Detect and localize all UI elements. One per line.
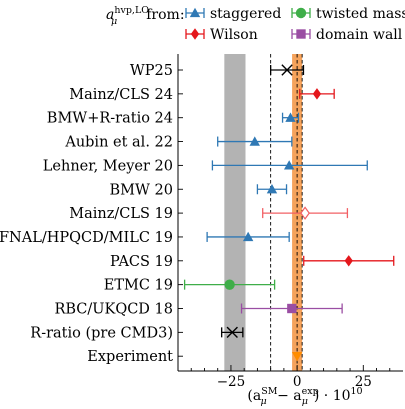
marker-x [226, 326, 238, 339]
legend-prefix-sub: μ [111, 16, 117, 27]
x-label-mult: ) · 10 [314, 388, 351, 404]
marker-triangle [242, 231, 254, 242]
data-point [240, 303, 343, 314]
x-label-sup2: exp [302, 386, 319, 397]
x-label-sub1: μ [260, 396, 266, 407]
data-point [256, 184, 288, 195]
x-label-sub2: μ [302, 396, 308, 407]
data-point [262, 206, 349, 220]
data-point [206, 231, 290, 242]
x-tick-label: −25 [217, 374, 246, 390]
data-point [291, 352, 303, 362]
legend-marker-diamond [190, 28, 200, 40]
x-tick-label: 25 [355, 374, 372, 390]
marker-triangle-down [291, 352, 303, 362]
marker-x [281, 64, 293, 76]
data-point [299, 88, 335, 100]
category-label: BMW 20 [110, 182, 173, 198]
legend-label: domain wall [316, 27, 403, 43]
legend-label: staggered [210, 6, 281, 22]
legend-entry: twisted mass [291, 6, 405, 22]
x-label-open: (a [247, 388, 261, 404]
legend-prefix-sup: hvp,LO [114, 5, 149, 16]
x-label-exp: 10 [351, 386, 363, 397]
category-label: Experiment [87, 349, 173, 365]
category-label: R-ratio (pre CMD3) [30, 325, 173, 341]
marker-square [287, 303, 297, 314]
band-0 [224, 54, 246, 371]
legend-prefix-base: a [106, 7, 114, 23]
marker-triangle [283, 160, 295, 170]
data-point [183, 279, 276, 290]
marker-circle [224, 279, 235, 290]
data-point [303, 255, 395, 267]
marker-triangle [285, 112, 296, 122]
plot-area: −25 0 25 WP25 Mainz/CLS 24 BMW+R-ratio 24 Aubi… [0, 54, 403, 390]
category-label: ETMC 19 [104, 278, 173, 294]
x-label-sup1: SM [261, 386, 278, 397]
legend-marker-circle [295, 7, 307, 19]
legend-marker-square [296, 29, 306, 39]
marker-diamond [344, 255, 353, 267]
legend-entries: staggered twisted mass Wilson domain wall [185, 6, 405, 43]
legend-label: twisted mass [316, 6, 405, 22]
legend-label: Wilson [210, 27, 258, 43]
category-label: Lehner, Meyer 20 [43, 158, 173, 174]
x-label-minus: − a [273, 388, 302, 404]
marker-diamond [312, 88, 322, 100]
legend-entry: staggered [185, 6, 281, 22]
marker-triangle [266, 184, 278, 194]
category-label: Aubin et al. 22 [64, 135, 173, 151]
category-label: Mainz/CLS 19 [69, 206, 173, 222]
data-point [281, 112, 300, 123]
legend-prefix-tail: from: [146, 7, 184, 23]
x-tick-label: 0 [293, 374, 302, 390]
data-point [269, 64, 305, 76]
category-label: BMW+R-ratio 24 [47, 111, 173, 127]
marker-diamond-open [300, 206, 310, 220]
legend: ahvp,LO μ from: staggered twisted mass Wilso… [106, 5, 405, 43]
category-label: FNAL/HPQCD/MILC 19 [0, 230, 173, 246]
x-axis-label: (aSM μ − aexp μ) · 1010 [247, 386, 362, 407]
category-label: Mainz/CLS 24 [69, 87, 173, 103]
legend-entry: domain wall [291, 27, 403, 43]
legend-entry: Wilson [185, 27, 258, 43]
marker-triangle [249, 136, 260, 146]
legend-prefix: ahvp,LO μ from: [106, 5, 185, 27]
data-point [221, 326, 244, 339]
data-point [217, 136, 293, 147]
category-label: WP25 [130, 63, 173, 79]
data-point [211, 160, 368, 171]
category-label: RBC/UKQCD 18 [54, 302, 173, 318]
legend-marker-triangle [189, 7, 201, 18]
category-label: PACS 19 [110, 254, 173, 270]
